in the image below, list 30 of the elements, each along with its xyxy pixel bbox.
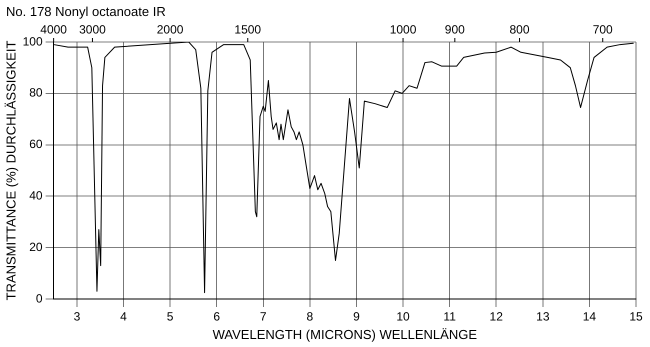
text: 2000 — [156, 22, 184, 36]
chart-title: No. 178 Nonyl octanoate IR — [6, 4, 166, 19]
text: 4000 — [40, 22, 68, 36]
y-tick-label: 80 — [29, 86, 43, 100]
y-tick-label: 20 — [29, 240, 43, 254]
y-tick-label: 0 — [36, 291, 43, 306]
text: 800 — [510, 22, 530, 36]
x-tick-label: 8 — [306, 310, 314, 324]
y-tick-label: 60 — [29, 137, 43, 152]
text: 1500 — [234, 22, 262, 36]
x-tick-label: 15 — [629, 310, 643, 324]
text: 900 — [444, 22, 466, 36]
x-tick-label: 6 — [213, 310, 220, 324]
x-tick-label: 14 — [582, 310, 596, 324]
x-tick-label: 10 — [396, 310, 410, 324]
y-axis-title: TRANSMITTANCE (%) DURCHLÄSSIGKEIT — [3, 40, 18, 300]
text: 3000 — [79, 22, 106, 36]
x-tick-label: 12 — [490, 310, 504, 324]
text: 1000 — [390, 22, 417, 36]
y-tick-label: 40 — [29, 188, 43, 203]
x-tick-label: 3 — [74, 310, 81, 324]
x-tick-label: 5 — [166, 310, 174, 324]
x-tick-label: 7 — [260, 310, 267, 324]
y-tick-label: 100 — [22, 34, 43, 48]
text: 700 — [592, 22, 614, 36]
x-tick-label: 11 — [443, 310, 456, 324]
x-tick-label: 4 — [120, 310, 128, 324]
x-tick-label: 13 — [536, 310, 550, 324]
x-axis-title: WAVELENGTH (MICRONS) WELLENLÄNGE — [212, 326, 478, 342]
x-tick-label: 9 — [353, 310, 360, 324]
